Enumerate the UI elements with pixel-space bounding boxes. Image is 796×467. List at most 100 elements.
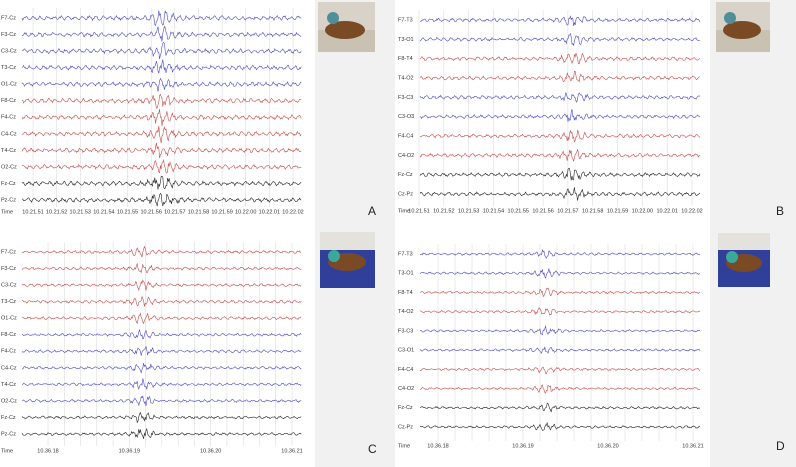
time-tick-label: 10.22.01 (656, 208, 677, 214)
channel-label: Fz-Cz (1, 181, 16, 187)
time-tick-label: 10.21.54 (93, 209, 114, 215)
channel-label: T4-Cz (1, 148, 16, 154)
channel-label: F3-Cz (1, 266, 16, 272)
time-tick-label: 10.36.21 (281, 448, 302, 454)
channel-label: F3-C3 (398, 95, 413, 101)
time-tick-label: 10.36.19 (119, 448, 140, 454)
eeg-trace (419, 422, 701, 431)
channel-label: Pz-Cz (1, 431, 16, 437)
eeg-trace (21, 395, 302, 407)
eeg-trace (419, 402, 701, 413)
eeg-trace (21, 10, 302, 27)
eeg-trace (419, 148, 701, 162)
time-label: Time (398, 208, 410, 214)
time-tick-label: 10.21.56 (532, 208, 553, 214)
time-tick-label: 10.21.59 (607, 208, 628, 214)
channel-label: C3-Cz (1, 49, 17, 55)
channel-label: F8-T4 (398, 56, 413, 62)
channel-label: O1-Cz (1, 316, 17, 322)
eeg-trace (21, 175, 302, 190)
eeg-trace (419, 346, 701, 354)
channel-label: F8-Cz (1, 332, 16, 338)
time-tick-label: 10.21.55 (508, 208, 529, 214)
channel-label: F4-C4 (398, 367, 413, 373)
eeg-trace (21, 262, 302, 274)
channel-label: O2-Cz (1, 164, 17, 170)
eeg-trace (21, 41, 302, 60)
channel-label: Fz-Cz (398, 405, 413, 411)
channel-label: C3-O1 (398, 348, 414, 354)
channel-label: C4-Cz (1, 365, 17, 371)
eeg-trace (419, 70, 701, 83)
channel-label: F4-Cz (1, 349, 16, 355)
channel-label: F4-Cz (1, 115, 16, 121)
eeg-trace (21, 93, 302, 109)
eeg-trace (21, 192, 302, 207)
eeg-trace (21, 59, 302, 74)
eeg-trace (419, 248, 701, 259)
time-tick-label: 10.22.00 (632, 208, 653, 214)
time-tick-label: 10.21.55 (117, 209, 138, 215)
channel-label: O2-Cz (1, 398, 17, 404)
eeg-trace (419, 268, 701, 279)
eeg-trace (419, 287, 701, 298)
eeg-trace (21, 295, 302, 307)
eeg-trace (419, 168, 701, 181)
photo (318, 2, 375, 52)
channel-label: C4-O2 (398, 153, 414, 159)
eeg-trace (21, 245, 302, 258)
time-tick-label: 10.21.58 (582, 208, 603, 214)
channel-label: T3-O1 (398, 37, 414, 43)
channel-label: C3-Cz (1, 283, 17, 289)
eeg-trace (21, 279, 302, 292)
time-tick-label: 10.22.02 (282, 209, 303, 215)
channel-label: T4-O2 (398, 309, 414, 315)
channel-label: C4-Cz (1, 131, 17, 137)
panel-letter: B (776, 204, 784, 218)
eeg-trace (419, 366, 701, 375)
time-tick-label: 10.21.58 (188, 209, 209, 215)
eeg-trace (21, 329, 302, 340)
eeg-trace (419, 129, 701, 143)
time-tick-label: 10.36.20 (597, 443, 618, 449)
channel-label: T3-Cz (1, 299, 16, 305)
time-tick-label: 10.21.56 (140, 209, 161, 215)
channel-label: Pz-Cz (1, 197, 16, 203)
time-tick-label: 10.21.52 (433, 208, 454, 214)
eeg-trace (419, 52, 701, 65)
channel-label: F8-T4 (398, 290, 413, 296)
eeg-trace (21, 345, 302, 356)
eeg-trace (21, 427, 302, 439)
channel-label: C3-O3 (398, 114, 414, 120)
channel-label: F4-C4 (398, 133, 413, 139)
time-tick-label: 10.21.52 (46, 209, 67, 215)
time-tick-label: 10.36.18 (427, 443, 448, 449)
eeg-trace (419, 187, 701, 201)
channel-label: C4-O2 (398, 386, 414, 392)
channel-label: T3-Cz (1, 65, 16, 71)
eeg-trace (21, 25, 302, 42)
time-tick-label: 10.21.53 (70, 209, 91, 215)
eeg-trace (21, 142, 302, 159)
eeg-trace (21, 125, 302, 144)
eeg-trace (419, 109, 701, 122)
time-tick-label: 10.22.00 (235, 209, 256, 215)
time-tick-label: 10.21.59 (211, 209, 232, 215)
channel-label: F8-Cz (1, 98, 16, 104)
photo (320, 232, 375, 288)
channel-label: Cz-Pz (398, 191, 413, 197)
eeg-trace (419, 32, 701, 47)
time-tick-label: 10.21.51 (22, 209, 43, 215)
eeg-trace (419, 92, 701, 103)
channel-label: Cz-Pz (398, 424, 413, 430)
eeg-trace (419, 307, 701, 316)
channel-label: T4-O2 (398, 75, 414, 81)
time-tick-label: 10.21.53 (458, 208, 479, 214)
time-label: Time (398, 443, 410, 449)
time-tick-label: 10.21.51 (408, 208, 429, 214)
channel-label: F7-Cz (1, 249, 16, 255)
eeg-trace (21, 312, 302, 325)
channel-label: O1-Cz (1, 82, 17, 88)
eeg-trace (21, 77, 302, 92)
